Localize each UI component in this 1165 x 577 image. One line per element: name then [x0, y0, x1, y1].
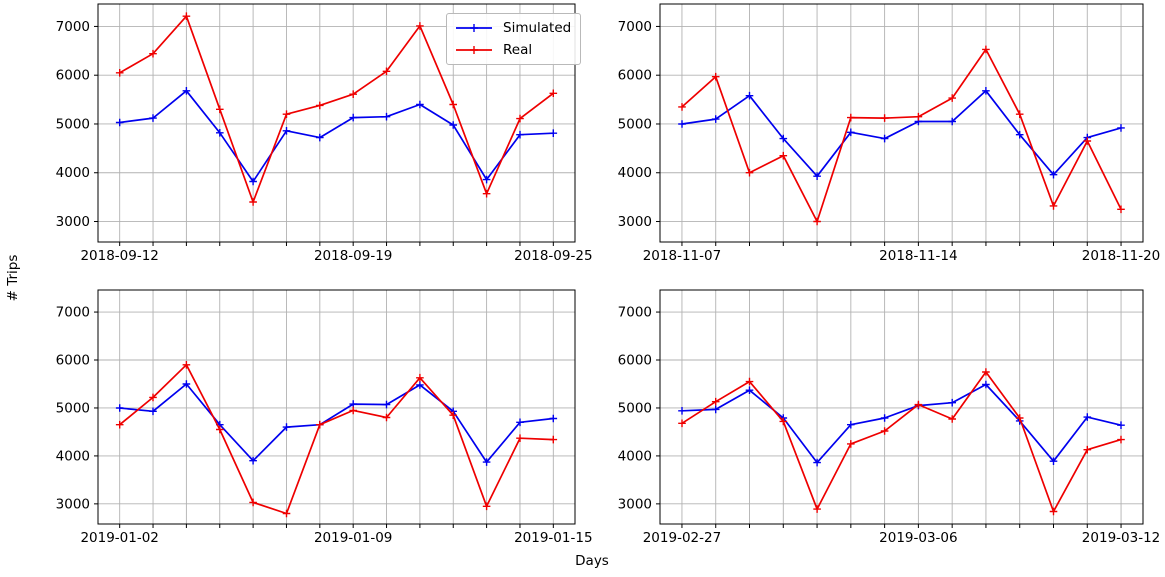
y-tick-label: 7000	[618, 305, 652, 321]
series-line-simulated	[119, 89, 554, 183]
legend-label: Simulated	[503, 19, 572, 36]
y-tick-label: 3000	[618, 496, 652, 512]
legend-label: Real	[503, 41, 533, 58]
x-tick-label: 2019-01-09	[314, 530, 392, 546]
legend-item-simulated: Simulated	[454, 17, 571, 38]
y-tick-label: 4000	[56, 165, 90, 181]
subplot-4: 3000 4000 5000 6000 7000 2019-02-27 2019-03-06…	[618, 289, 1160, 546]
y-tick-label: 4000	[618, 165, 652, 181]
subplot-2: 3000 4000 5000 6000 7000 2018-11-07 2018-11-14…	[618, 3, 1160, 264]
legend-sample-plus-marker-icon	[470, 45, 478, 54]
y-tick-label: 4000	[56, 448, 90, 464]
series-markers-real	[678, 45, 1125, 226]
x-tick-label: 2018-11-14	[879, 248, 957, 264]
x-tick-label: 2019-03-06	[879, 530, 957, 546]
series-line-simulated	[681, 383, 1122, 464]
y-axis-label: # Trips	[5, 254, 21, 302]
x-tick-label: 2018-11-20	[1082, 248, 1160, 264]
legend-line-sample-real	[456, 45, 492, 54]
series-markers-real	[678, 368, 1125, 516]
x-tick-label: 2019-01-02	[80, 530, 158, 546]
y-tick-label: 7000	[56, 305, 90, 321]
y-tick-label: 3000	[56, 496, 90, 512]
series-markers-real	[115, 12, 558, 206]
y-tick-label: 6000	[56, 68, 90, 84]
y-tick-label: 5000	[56, 400, 90, 416]
x-tick-label: 2019-01-15	[514, 530, 592, 546]
series-line-simulated	[681, 89, 1122, 178]
y-tick-label: 6000	[56, 353, 90, 369]
series-line-real	[119, 363, 554, 515]
x-tick-label: 2019-03-12	[1082, 530, 1160, 546]
series-line-simulated	[119, 383, 554, 463]
legend-line-sample-simulated	[456, 23, 492, 32]
series-markers-real	[115, 361, 558, 518]
y-tick-label: 5000	[618, 400, 652, 416]
series-line-real	[681, 371, 1122, 513]
y-tick-label: 5000	[618, 116, 652, 132]
x-tick-label: 2019-02-27	[643, 530, 721, 546]
y-tick-label: 7000	[56, 19, 90, 35]
series-markers-simulated	[115, 87, 558, 186]
x-tick-label: 2018-11-07	[643, 248, 721, 264]
axes-box	[659, 289, 1144, 525]
x-tick-label: 2018-09-25	[514, 248, 592, 264]
series-markers-simulated	[115, 380, 558, 466]
x-tick-label: 2018-09-19	[314, 248, 392, 264]
y-tick-label: 7000	[618, 19, 652, 35]
y-tick-label: 5000	[56, 116, 90, 132]
y-tick-label: 6000	[618, 68, 652, 84]
subplot-3: 3000 4000 5000 6000 7000 2019-01-02 2019-01-09…	[56, 289, 593, 546]
series-line-real	[119, 15, 554, 203]
axes-box	[97, 3, 576, 243]
legend: Simulated Real	[446, 13, 582, 65]
axes-box	[659, 3, 1144, 243]
x-axis-label: Days	[575, 553, 609, 569]
y-tick-label: 3000	[56, 214, 90, 230]
series-markers-simulated	[678, 87, 1125, 180]
y-tick-label: 6000	[618, 353, 652, 369]
legend-sample-plus-marker-icon	[470, 23, 478, 32]
y-tick-label: 3000	[618, 214, 652, 230]
y-tick-label: 4000	[618, 448, 652, 464]
x-tick-label: 2018-09-12	[80, 248, 158, 264]
series-line-real	[681, 48, 1122, 223]
axes-box	[97, 289, 576, 525]
legend-item-real: Real	[454, 39, 571, 60]
